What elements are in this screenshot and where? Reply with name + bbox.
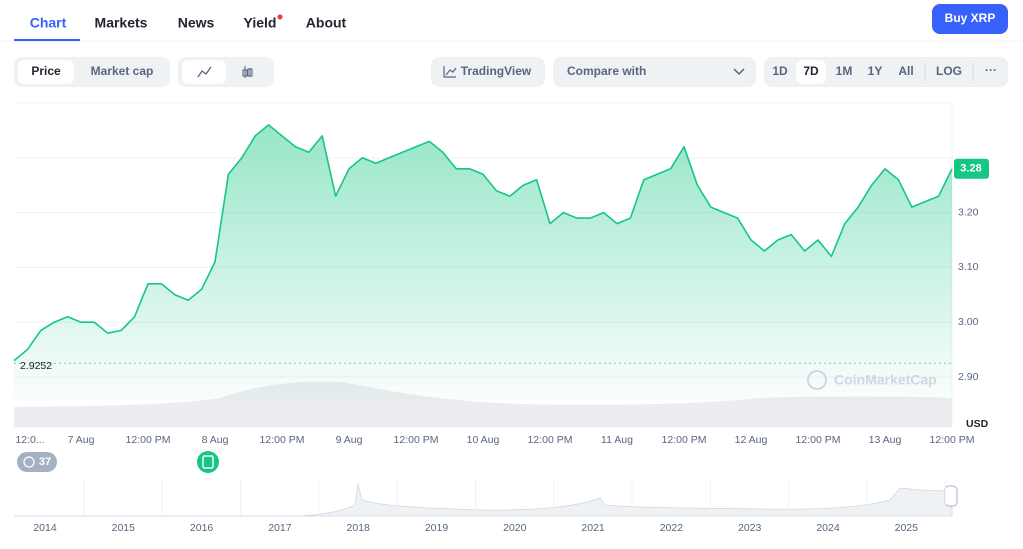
year-label: 2024 (816, 522, 840, 534)
price-chart: 2.90 3.00 3.10 3.20 2.9252 3.28 12:0... 7 Aug 12… (13, 124, 989, 446)
tab[interactable]: Yield (244, 15, 277, 31)
year-label: 2022 (660, 522, 684, 534)
price-area (14, 124, 952, 401)
navigator-handle[interactable] (944, 485, 958, 507)
range[interactable]: All (898, 64, 913, 78)
buy-button[interactable] (932, 4, 1008, 34)
range[interactable]: 1Y (868, 64, 883, 78)
year-label: 2015 (112, 522, 136, 534)
x-tick-label: 12 Aug (735, 434, 768, 446)
events-count: 37 (39, 456, 51, 468)
x-tick-label: 12:00 PM (260, 434, 305, 446)
line-icon (197, 66, 212, 78)
tradingview-button[interactable] (431, 57, 545, 87)
range-active (796, 60, 826, 84)
year-label: 2016 (190, 522, 214, 534)
x-tick-label: 12:00 PM (394, 434, 439, 446)
watermark: CoinMarketCap (834, 372, 937, 388)
log-toggle[interactable]: LOG (936, 64, 962, 78)
compare-select[interactable] (553, 57, 756, 87)
metric-option[interactable]: Price (31, 64, 61, 78)
year-label: 2019 (425, 522, 449, 534)
x-tick-label: 12:00 PM (796, 434, 841, 446)
year-label: 2017 (268, 522, 292, 534)
last-price-badge (954, 158, 989, 179)
year-label: 2014 (33, 522, 57, 534)
buy-button-label[interactable]: Buy XRP (945, 11, 996, 25)
tab[interactable]: About (306, 15, 347, 31)
tv-icon (443, 66, 457, 78)
year-label: 2025 (895, 522, 919, 534)
candle-icon[interactable] (242, 66, 253, 78)
x-tick-label: 12:00 PM (930, 434, 975, 446)
x-tick-label: 7 Aug (68, 434, 95, 446)
x-tick-label: 9 Aug (336, 434, 363, 446)
x-tick-label: 12:00 PM (126, 434, 171, 446)
y-tick-label: 3.10 (958, 261, 979, 273)
year-label: 2018 (347, 522, 371, 534)
x-tick-label: 10 Aug (467, 434, 500, 446)
more-button[interactable]: ··· (985, 63, 997, 77)
open-price-label: 2.9252 (20, 360, 52, 372)
metric-option[interactable]: Market cap (91, 64, 154, 78)
metric-active (18, 60, 74, 84)
x-tick-label: 12:0... (15, 434, 44, 446)
year-label: 2021 (581, 522, 605, 534)
x-tick-label: 8 Aug (202, 434, 229, 446)
range[interactable]: 1D (772, 64, 788, 78)
watermark-logo (807, 370, 827, 390)
x-tick-label: 13 Aug (869, 434, 902, 446)
compare-label[interactable]: Compare with (567, 64, 646, 78)
history-icon (23, 456, 35, 468)
year-label: 2020 (503, 522, 527, 534)
tradingview-label[interactable]: TradingView (461, 64, 532, 78)
range[interactable]: 7D (803, 64, 819, 78)
y-tick-label: 3.00 (958, 316, 979, 328)
x-tick-label: 11 Aug (601, 434, 633, 446)
y-tick-label: 3.20 (958, 206, 979, 218)
currency: USD (966, 418, 989, 430)
x-tick-label: 12:00 PM (528, 434, 573, 446)
y-tick-label: 2.90 (958, 371, 979, 383)
navigator-area (14, 483, 953, 517)
tab[interactable]: Chart (30, 15, 67, 31)
price-line (13, 124, 953, 362)
chevron (733, 68, 745, 76)
new-dot (277, 14, 283, 20)
event-marker[interactable] (197, 451, 219, 473)
tab[interactable]: News (178, 15, 215, 31)
tab[interactable]: Markets (95, 15, 148, 31)
doc-icon (202, 455, 214, 469)
last-price-label: 3.28 (960, 163, 981, 175)
navigator: 2014 2015 2016 2017 2018 2019 2020 2021 2022 2023… (33, 478, 946, 534)
year-label: 2023 (738, 522, 762, 534)
range[interactable]: 1M (836, 64, 853, 78)
x-tick-label: 12:00 PM (662, 434, 707, 446)
